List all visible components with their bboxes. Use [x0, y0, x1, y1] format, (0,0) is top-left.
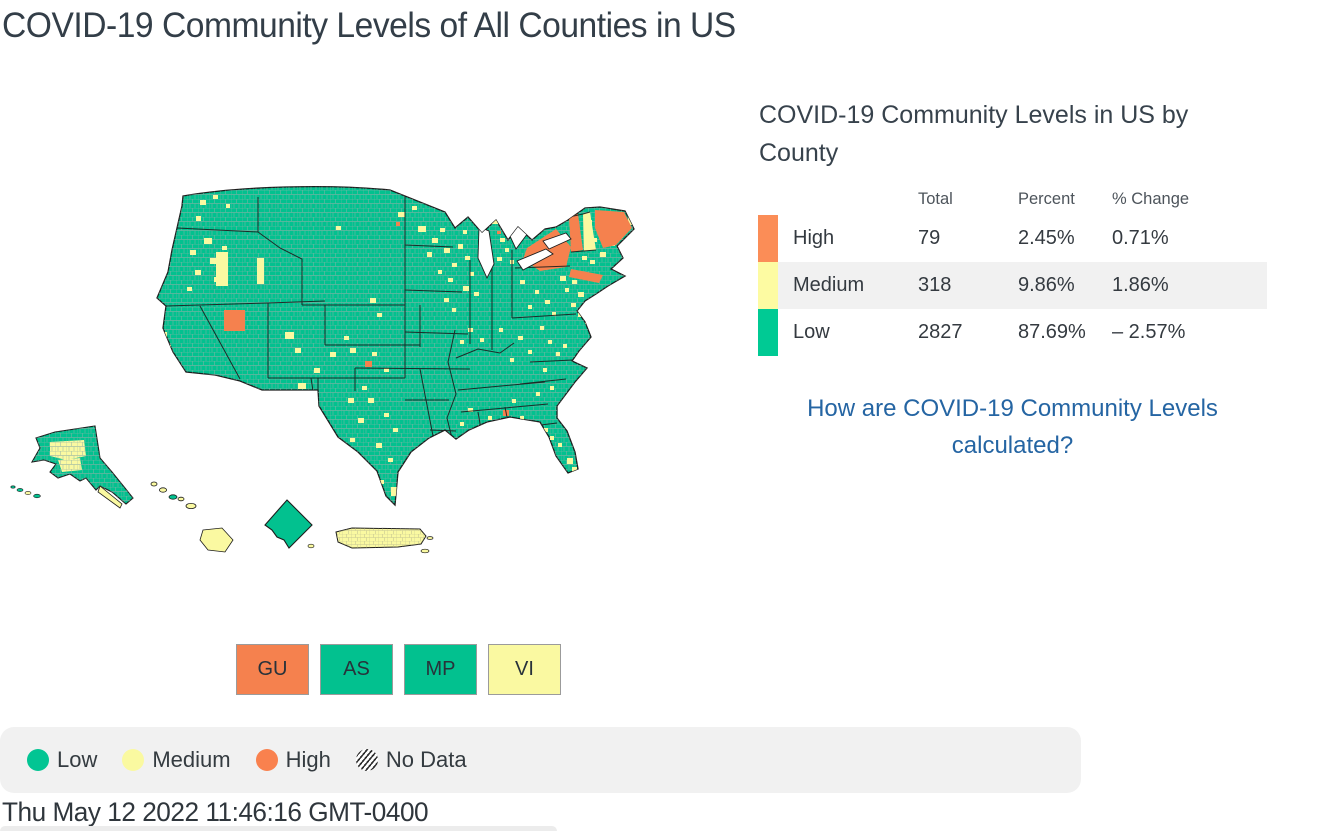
high-color-swatch [758, 215, 778, 262]
low-color-swatch [758, 309, 778, 356]
percent-value: 87.69% [1018, 321, 1086, 343]
level-label: High [793, 227, 835, 249]
table-row-low: Low 2827 87.69% – 2.57% [758, 309, 1267, 356]
us-county-choropleth-map[interactable] [0, 100, 760, 680]
hawaii-inset[interactable] [150, 481, 234, 553]
page-title: COVID-19 Community Levels of All Countie… [2, 6, 736, 45]
level-label: Medium [793, 274, 865, 296]
legend-label: Medium [152, 747, 231, 772]
territory-chip-mp[interactable]: MP [404, 644, 477, 695]
legend-item-low: Low [27, 747, 97, 773]
high-legend-dot [255, 749, 278, 771]
map-timestamp: Thu May 12 2022 11:46:16 GMT-0400 [2, 797, 429, 827]
map-legend-bar: Low Medium High No Data [0, 727, 1081, 793]
change-value: – 2.57% [1112, 321, 1186, 343]
col-header-change: % Change [1112, 190, 1190, 208]
dc-inset[interactable] [264, 499, 313, 549]
col-header-total: Total [918, 190, 953, 208]
territory-label: AS [343, 658, 370, 680]
table-row-high: High 79 2.45% 0.71% [758, 215, 1267, 262]
no-data-hatch-icon [355, 749, 378, 771]
total-value: 79 [918, 227, 941, 249]
territory-label: MP [425, 658, 456, 680]
territory-chip-row: GU AS MP VI [236, 644, 561, 695]
change-value: 0.71% [1112, 227, 1169, 249]
alaska-inset[interactable] [10, 425, 134, 509]
territory-label: VI [515, 658, 534, 680]
table-row-medium: Medium 318 9.86% 1.86% [758, 262, 1267, 309]
nh-medium-area [583, 212, 596, 251]
panel-heading: COVID-19 Community Levels in US by Count… [759, 101, 1189, 167]
how-calculated-link[interactable]: How are COVID-19 Community Levels calcul… [807, 395, 1218, 459]
percent-value: 2.45% [1018, 227, 1075, 249]
legend-label: No Data [385, 747, 467, 772]
legend-label: High [285, 747, 331, 772]
territory-chip-vi[interactable]: VI [488, 644, 561, 695]
legend-item-high: High [255, 747, 331, 773]
territory-label: GU [257, 658, 288, 680]
county-texture [157, 186, 634, 505]
territory-chip-gu[interactable]: GU [236, 644, 309, 695]
state-borders [165, 190, 597, 442]
medium-legend-dot [122, 749, 145, 771]
change-value: 1.86% [1112, 274, 1169, 296]
puerto-rico-inset[interactable] [307, 527, 434, 554]
low-legend-dot [27, 749, 49, 771]
total-value: 318 [918, 274, 952, 296]
levels-table: Total Percent % Change High 79 2.45% 0.7… [758, 178, 1267, 356]
col-header-percent: Percent [1018, 190, 1075, 208]
territory-chip-as[interactable]: AS [320, 644, 393, 695]
table-header-row: Total Percent % Change [758, 178, 1267, 215]
percent-value: 9.86% [1018, 274, 1075, 296]
medium-color-swatch [758, 262, 778, 309]
legend-label: Low [57, 747, 98, 772]
total-value: 2827 [918, 321, 963, 343]
level-label: Low [793, 321, 830, 343]
bottom-cutoff-strip [0, 826, 557, 831]
legend-item-no-data: No Data [355, 747, 467, 773]
legend-item-medium: Medium [122, 747, 231, 773]
